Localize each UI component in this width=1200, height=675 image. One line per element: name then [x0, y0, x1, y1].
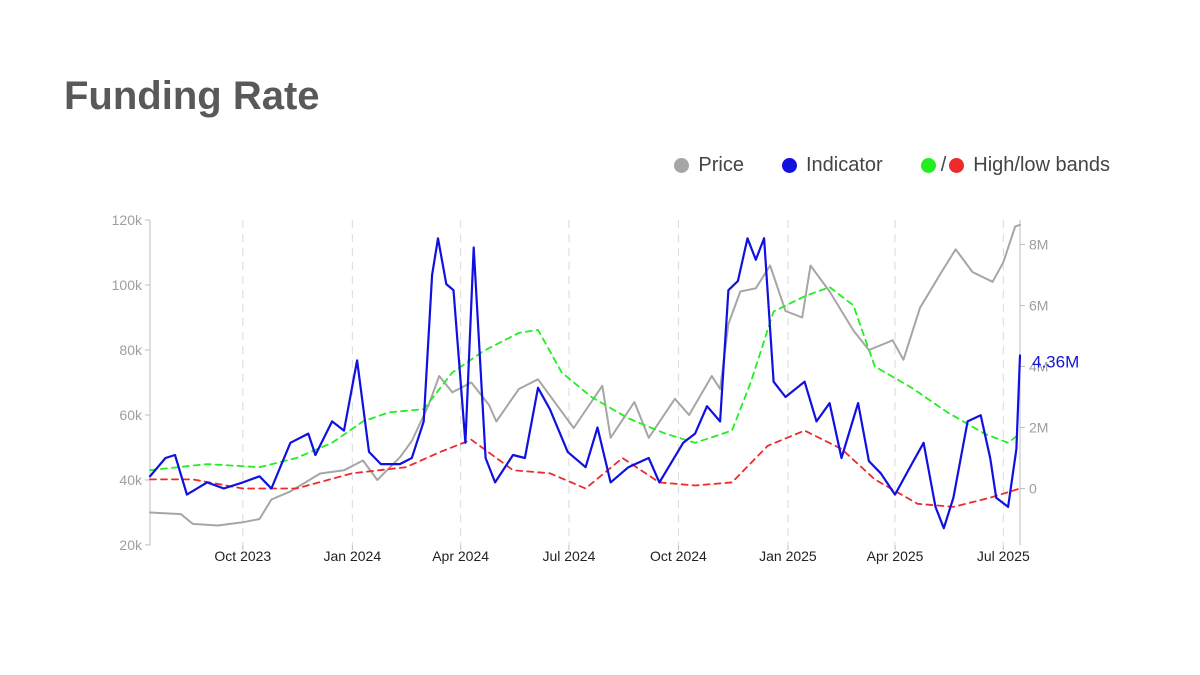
x-tick-label: Jan 2025 — [759, 548, 817, 564]
x-tick-label: Oct 2023 — [214, 548, 271, 564]
x-tick-label: Oct 2024 — [650, 548, 707, 564]
x-tick-label: Jan 2024 — [324, 548, 382, 564]
price-line — [149, 223, 1021, 527]
y-left-tick-label: 40k — [119, 472, 143, 488]
y-left-tick-label: 100k — [112, 277, 143, 293]
chart-legend: Price Indicator / High/low bands — [674, 154, 1110, 177]
legend-high-band-marker — [920, 158, 936, 173]
y-right-tick-label: 0 — [1029, 481, 1037, 497]
y-right-tick-label: 4M — [1029, 358, 1048, 374]
x-tick-label: Jul 2025 — [977, 548, 1030, 564]
indicator-line — [148, 237, 1022, 530]
page-title: Funding Rate — [64, 74, 320, 118]
legend-price-label: Price — [698, 154, 744, 176]
y-left-tick-label: 20k — [119, 537, 143, 553]
legend-bands-label: High/low bands — [973, 154, 1110, 176]
legend-item-bands[interactable]: / High/low bands — [920, 154, 1110, 177]
y-right-tick-label: 2M — [1029, 420, 1048, 436]
indicator-last-value-label: 4.36M — [1032, 352, 1079, 371]
y-left-tick-label: 80k — [119, 342, 143, 358]
legend-item-price[interactable]: Price — [674, 154, 744, 177]
legend-indicator-label: Indicator — [805, 154, 883, 176]
legend-low-band-marker — [949, 158, 965, 173]
x-tick-label: Jul 2024 — [542, 548, 595, 564]
legend-item-indicator[interactable]: Indicator — [781, 154, 883, 177]
y-left-tick-label: 60k — [119, 407, 143, 423]
y-right-tick-label: 8M — [1029, 236, 1048, 252]
y-right-tick-label: 6M — [1029, 297, 1048, 313]
x-tick-label: Apr 2025 — [867, 548, 924, 564]
y-left-tick-label: 120k — [112, 212, 143, 228]
legend-bands-separator: / — [940, 154, 947, 176]
legend-price-marker — [674, 158, 690, 173]
legend-indicator-marker — [781, 158, 797, 173]
high-band-line — [149, 286, 1021, 472]
x-tick-label: Apr 2024 — [432, 548, 489, 564]
